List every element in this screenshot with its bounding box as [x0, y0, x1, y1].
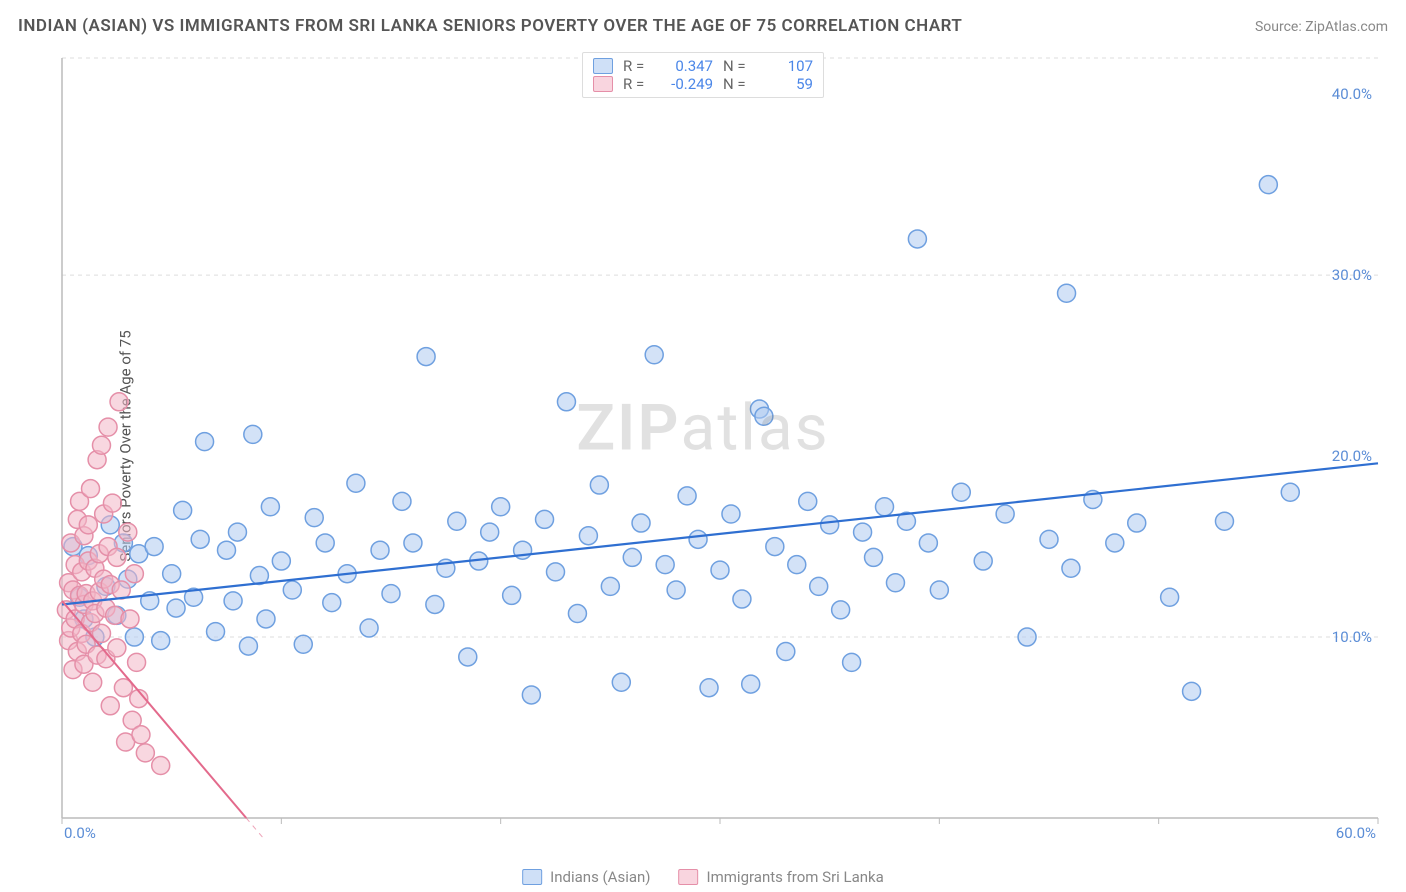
- legend-item: Immigrants from Sri Lanka: [679, 868, 884, 886]
- svg-text:30.0%: 30.0%: [1332, 266, 1372, 284]
- scatter-chart: 10.0% 20.0% 30.0% 40.0% 0.0% 60.0%: [50, 50, 1390, 840]
- legend-n-label: N =: [723, 75, 751, 93]
- legend-swatch: [522, 869, 542, 885]
- legend-r-value: -0.249: [661, 75, 713, 93]
- legend-label: Immigrants from Sri Lanka: [707, 868, 884, 886]
- chart-title: INDIAN (ASIAN) VS IMMIGRANTS FROM SRI LA…: [18, 16, 962, 36]
- legend-n-value: 107: [761, 57, 813, 75]
- legend-n-value: 59: [761, 75, 813, 93]
- legend-r-label: R =: [623, 75, 651, 93]
- legend-series: Indians (Asian) Immigrants from Sri Lank…: [522, 868, 884, 886]
- legend-n-label: N =: [723, 57, 751, 75]
- legend-stats-row: R = -0.249 N = 59: [593, 75, 813, 93]
- legend-item: Indians (Asian): [522, 868, 650, 886]
- chart-source: Source: ZipAtlas.com: [1255, 19, 1388, 35]
- svg-text:0.0%: 0.0%: [64, 824, 96, 840]
- legend-swatch: [593, 76, 613, 92]
- legend-swatch: [679, 869, 699, 885]
- legend-stats-row: R = 0.347 N = 107: [593, 57, 813, 75]
- legend-swatch: [593, 58, 613, 74]
- legend-r-label: R =: [623, 57, 651, 75]
- legend-r-value: 0.347: [661, 57, 713, 75]
- svg-text:10.0%: 10.0%: [1332, 628, 1372, 646]
- svg-text:60.0%: 60.0%: [1336, 824, 1376, 840]
- legend-stats: R = 0.347 N = 107 R = -0.249 N = 59: [582, 52, 824, 98]
- svg-text:20.0%: 20.0%: [1332, 447, 1372, 465]
- legend-label: Indians (Asian): [550, 868, 650, 886]
- svg-text:40.0%: 40.0%: [1332, 85, 1372, 103]
- chart-container: 10.0% 20.0% 30.0% 40.0% 0.0% 60.0%: [50, 50, 1390, 840]
